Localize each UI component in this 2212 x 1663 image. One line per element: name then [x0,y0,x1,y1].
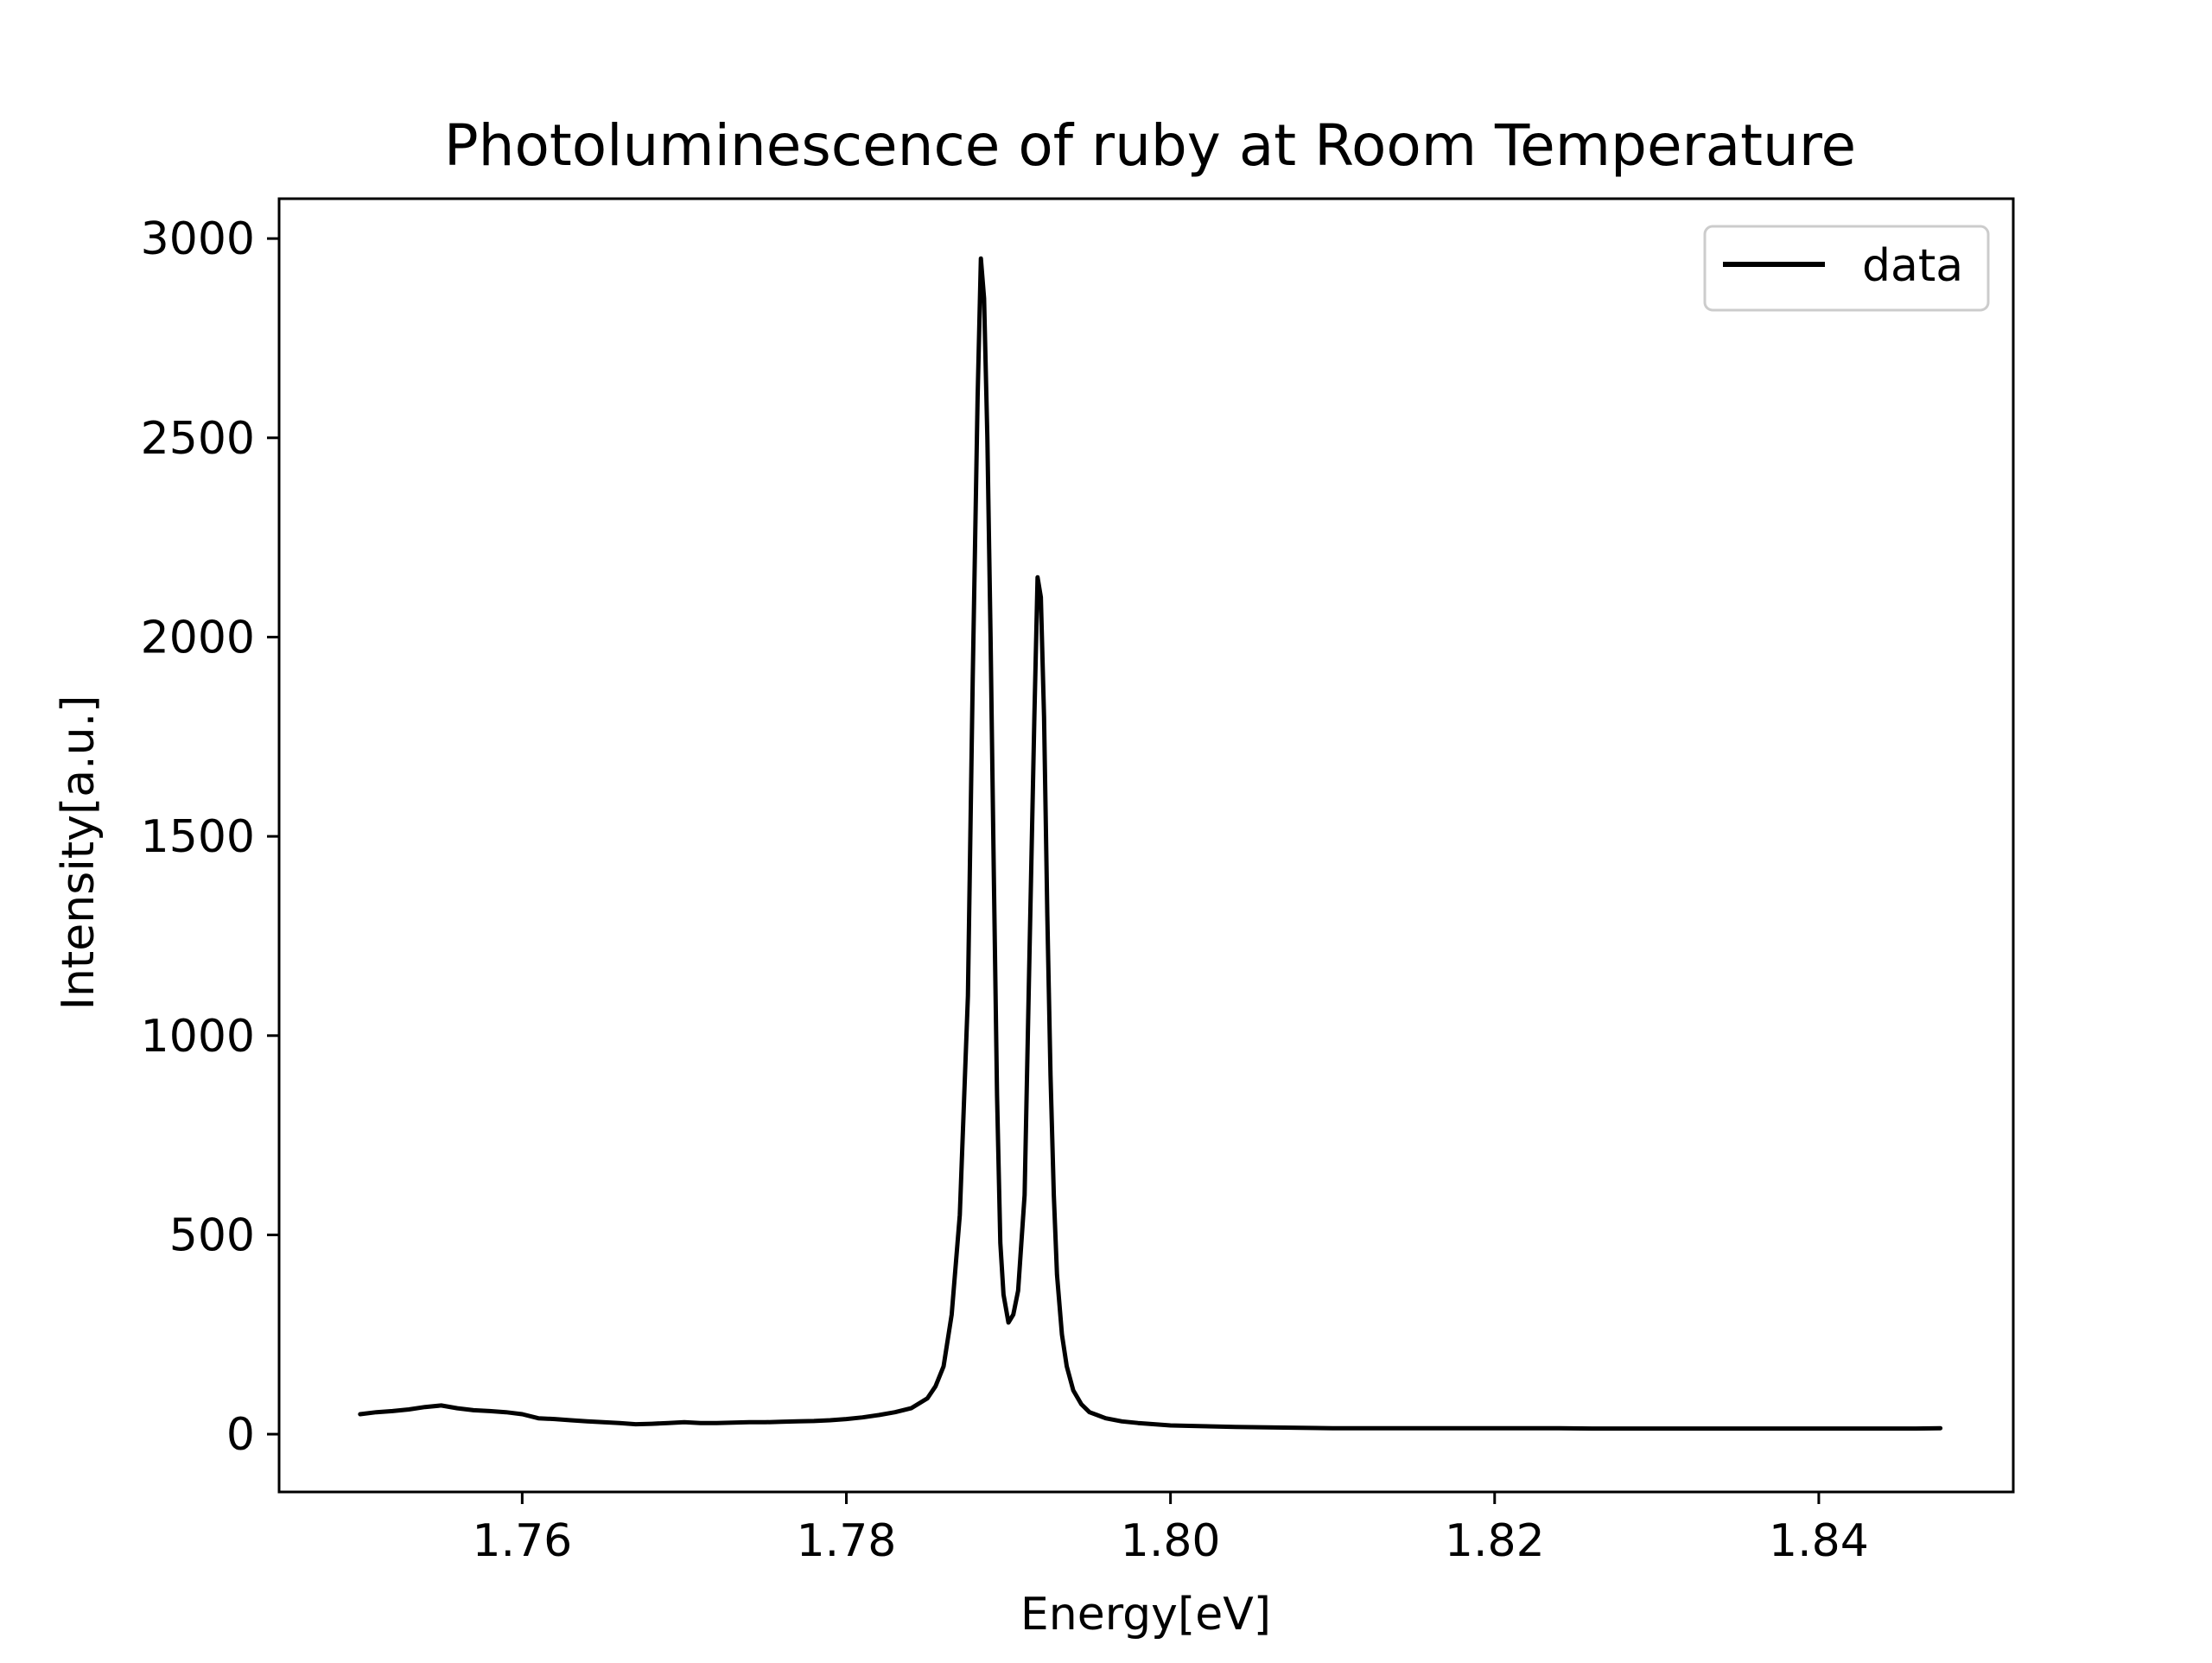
legend-entry-data: data [1862,240,1963,292]
y-tick-label: 1000 [141,1011,255,1063]
y-tick-label: 2000 [141,612,255,663]
y-tick-label: 500 [169,1209,255,1261]
legend: data [1703,225,1990,312]
chart-title: Photoluminescence of ruby at Room Temper… [444,112,1856,179]
x-tick-label: 1.84 [1769,1515,1869,1567]
y-axis: 0 500 1000 1500 2000 2500 3000 [141,213,279,1461]
x-axis-label: Energy[eV] [1020,1589,1271,1641]
plot-frame [277,197,2015,1494]
y-tick-label: 0 [226,1409,255,1461]
series-line-data [358,256,1943,1431]
x-axis: 1.76 1.78 1.80 1.82 1.84 [472,1492,1869,1567]
x-tick-label: 1.80 [1121,1515,1221,1567]
y-tick-label: 3000 [141,213,255,265]
plot-area [277,197,2015,1494]
x-tick-label: 1.82 [1445,1515,1545,1567]
x-tick-label: 1.78 [797,1515,897,1567]
legend-box [1703,225,1990,312]
x-tick-label: 1.76 [472,1515,572,1567]
y-tick-label: 1500 [141,811,255,863]
y-tick-label: 2500 [141,413,255,465]
y-axis-label: Intensity[a.u.] [53,695,105,1011]
series-layer [358,256,1943,1431]
